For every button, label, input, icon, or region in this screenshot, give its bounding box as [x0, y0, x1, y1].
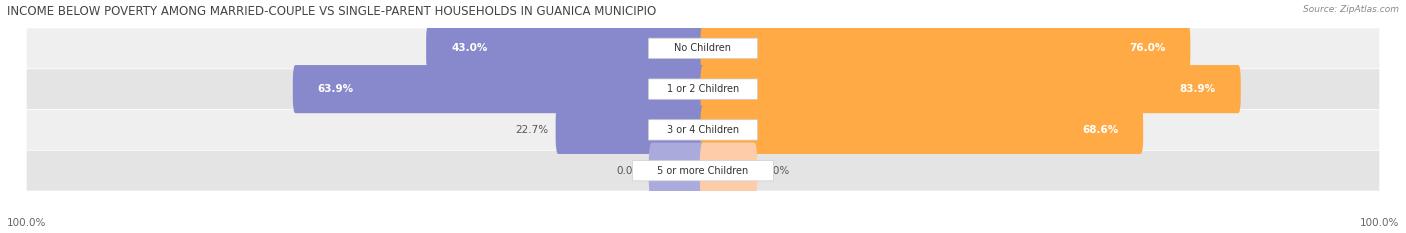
Text: 68.6%: 68.6% [1083, 125, 1118, 135]
FancyBboxPatch shape [700, 24, 1191, 72]
Text: 0.0%: 0.0% [616, 166, 643, 176]
Text: No Children: No Children [675, 43, 731, 53]
Text: 1 or 2 Children: 1 or 2 Children [666, 84, 740, 94]
FancyBboxPatch shape [292, 65, 706, 113]
FancyBboxPatch shape [633, 161, 773, 181]
FancyBboxPatch shape [700, 65, 1240, 113]
FancyBboxPatch shape [27, 69, 1379, 109]
FancyBboxPatch shape [27, 151, 1379, 191]
Text: 83.9%: 83.9% [1180, 84, 1216, 94]
Text: 100.0%: 100.0% [7, 218, 46, 228]
Text: Source: ZipAtlas.com: Source: ZipAtlas.com [1303, 5, 1399, 14]
Text: 76.0%: 76.0% [1129, 43, 1166, 53]
FancyBboxPatch shape [648, 38, 758, 58]
Text: 0.0%: 0.0% [763, 166, 790, 176]
FancyBboxPatch shape [648, 143, 706, 199]
Text: 5 or more Children: 5 or more Children [658, 166, 748, 176]
FancyBboxPatch shape [700, 143, 758, 199]
FancyBboxPatch shape [27, 28, 1379, 68]
Text: 3 or 4 Children: 3 or 4 Children [666, 125, 740, 135]
Text: 22.7%: 22.7% [516, 125, 548, 135]
Text: 43.0%: 43.0% [451, 43, 488, 53]
Legend: Married Couples, Single Parents: Married Couples, Single Parents [586, 229, 820, 233]
FancyBboxPatch shape [700, 106, 1143, 154]
FancyBboxPatch shape [555, 106, 706, 154]
Text: 100.0%: 100.0% [1360, 218, 1399, 228]
FancyBboxPatch shape [27, 110, 1379, 150]
FancyBboxPatch shape [648, 79, 758, 99]
Text: INCOME BELOW POVERTY AMONG MARRIED-COUPLE VS SINGLE-PARENT HOUSEHOLDS IN GUANICA: INCOME BELOW POVERTY AMONG MARRIED-COUPL… [7, 5, 657, 18]
Text: 63.9%: 63.9% [318, 84, 354, 94]
FancyBboxPatch shape [426, 24, 706, 72]
FancyBboxPatch shape [648, 120, 758, 140]
